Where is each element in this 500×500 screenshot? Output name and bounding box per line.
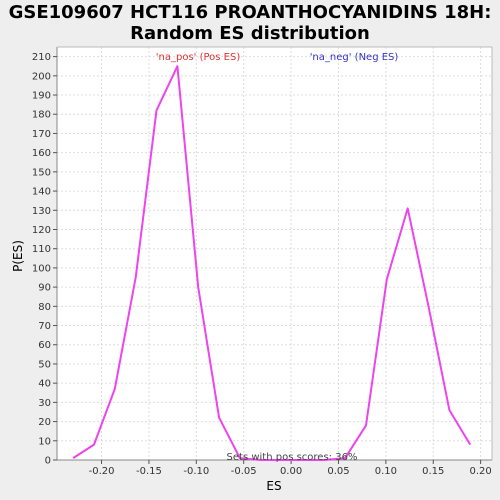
chart-title: GSE109607 HCT116 PROANTHOCYANIDINS 18H: …	[0, 2, 500, 44]
x-tick-label: 0.10	[375, 466, 397, 477]
y-tick-label: 110	[32, 244, 51, 255]
y-tick-label: 180	[32, 110, 51, 121]
series-line	[72, 65, 472, 461]
neg-es-label: 'na_neg' (Neg ES)	[310, 52, 399, 63]
x-tick-label: -0.10	[183, 466, 209, 477]
y-axis-label: P(ES)	[11, 240, 25, 272]
y-tick-label: 10	[38, 436, 51, 447]
y-axis-ticks: 0 10 20 30 40 50 60 70 80 90 100 110 120 130 140 150 160…	[32, 52, 57, 467]
x-tick-label: 0.00	[280, 466, 302, 477]
y-tick-label: 30	[38, 398, 51, 409]
y-tick-label: 60	[38, 340, 51, 351]
y-tick-label: 200	[32, 71, 51, 82]
y-tick-label: 90	[38, 283, 51, 294]
x-axis-label: ES	[266, 479, 281, 493]
y-tick-label: 160	[32, 148, 51, 159]
x-tick-label: -0.05	[231, 466, 257, 477]
y-tick-label: 0	[45, 456, 51, 467]
y-tick-label: 40	[38, 379, 51, 390]
grid-lines	[57, 47, 492, 461]
y-tick-label: 150	[32, 167, 51, 178]
y-tick-label: 20	[38, 417, 51, 428]
y-tick-label: 80	[38, 302, 51, 313]
y-tick-label: 210	[32, 52, 51, 63]
y-tick-label: 70	[38, 321, 51, 332]
x-axis-ticks: -0.20 -0.15 -0.10 -0.05 0.00 0.05 0.10 0.15 0.20	[89, 460, 492, 477]
y-tick-label: 100	[32, 263, 51, 274]
pos-scores-note: Sets with pos scores: 36%	[227, 452, 358, 463]
x-tick-label: -0.20	[89, 466, 115, 477]
x-tick-label: 0.20	[469, 466, 491, 477]
chart-title-line1: GSE109607 HCT116 PROANTHOCYANIDINS 18H:	[8, 2, 492, 23]
axes	[56, 46, 493, 461]
y-tick-label: 50	[38, 359, 51, 370]
series-group	[72, 65, 472, 461]
y-tick-label: 190	[32, 91, 51, 102]
x-tick-label: 0.15	[422, 466, 444, 477]
y-tick-label: 130	[32, 206, 51, 217]
pos-es-label: 'na_pos' (Pos ES)	[156, 52, 241, 63]
y-tick-label: 120	[32, 225, 51, 236]
chart-title-line2: Random ES distribution	[130, 23, 370, 44]
y-tick-label: 170	[32, 129, 51, 140]
x-tick-label: -0.15	[136, 466, 162, 477]
x-tick-label: 0.05	[327, 466, 349, 477]
y-tick-label: 140	[32, 187, 51, 198]
plot-area	[57, 47, 492, 460]
